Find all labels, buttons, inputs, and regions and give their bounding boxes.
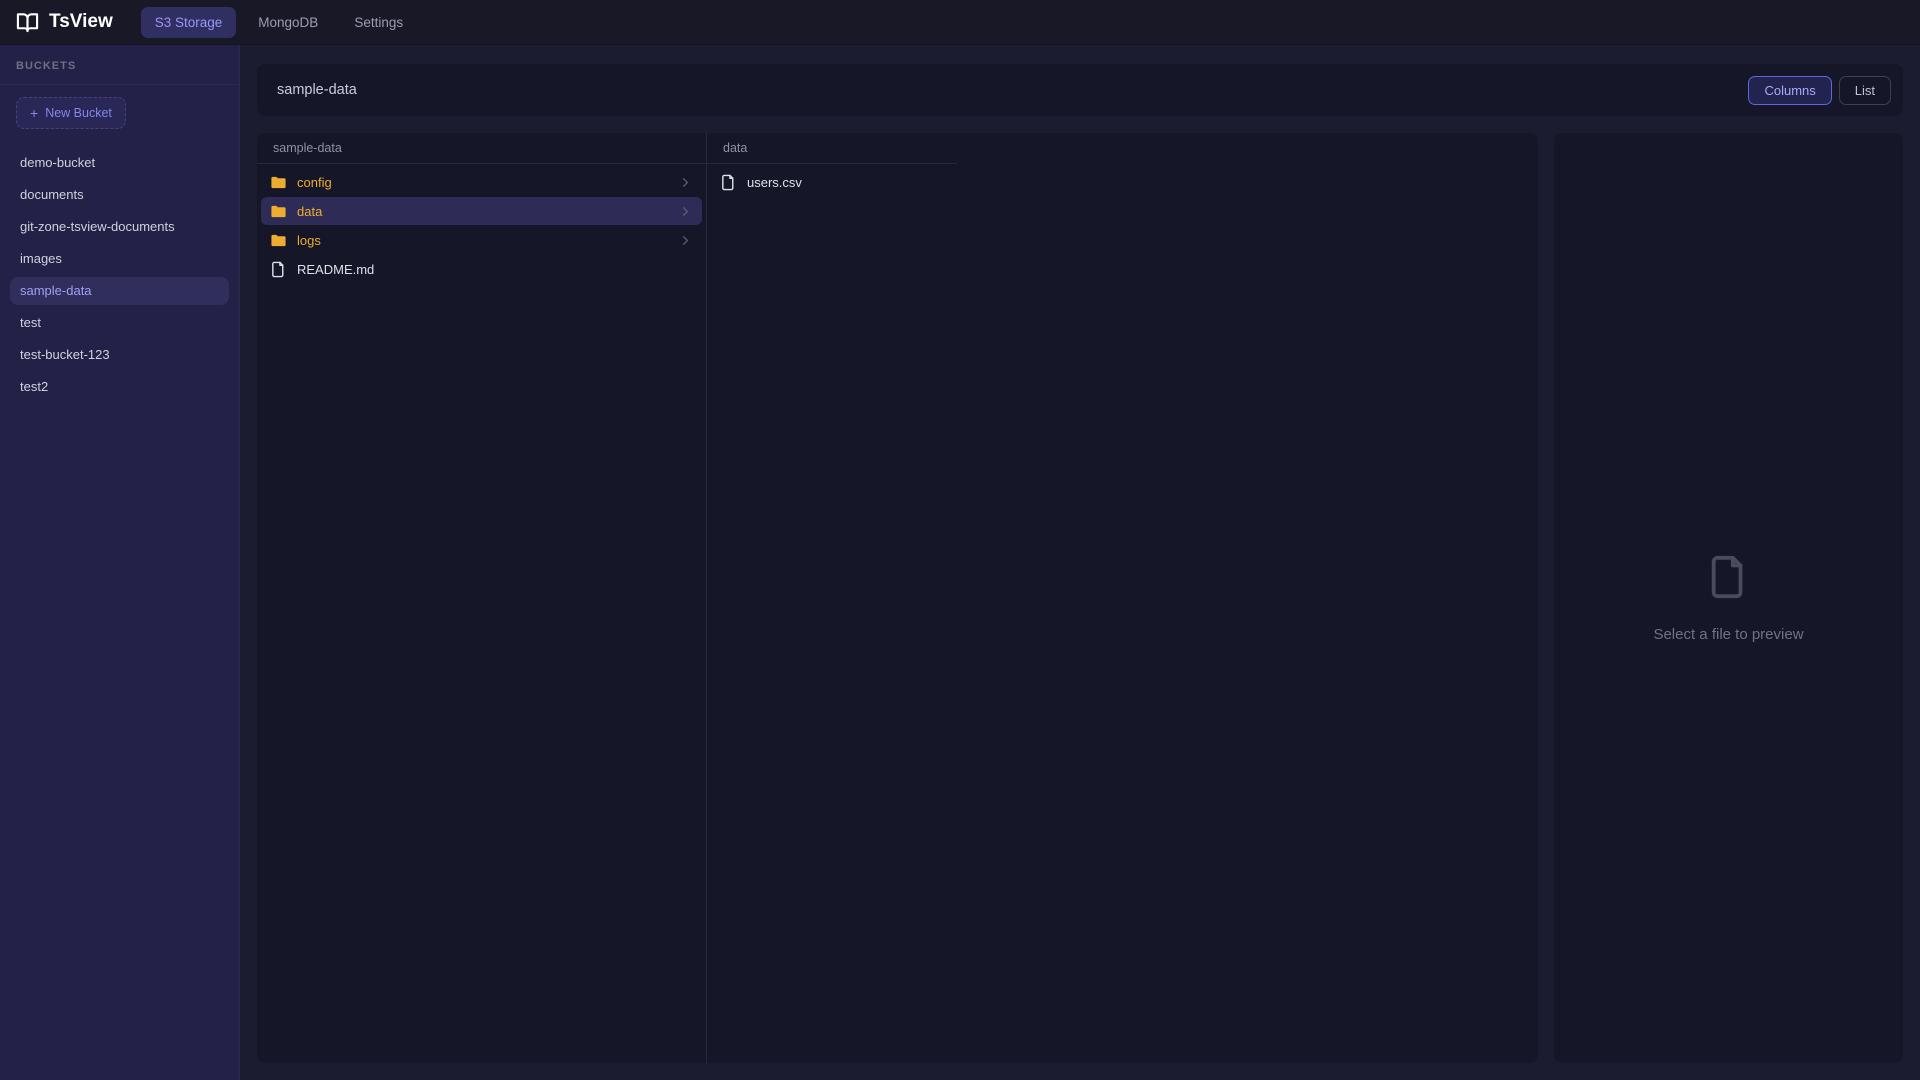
bucket-item-test[interactable]: test	[20, 315, 41, 330]
chevron-right-icon	[678, 204, 693, 219]
entry-users-csv[interactable]: users.csv	[711, 168, 953, 196]
content-header: sample-data Columns List	[257, 64, 1903, 116]
view-toggle: Columns List	[1748, 75, 1891, 105]
entry-config[interactable]: config	[261, 168, 702, 196]
buckets-heading: BUCKETS	[0, 45, 239, 85]
miller-column-data: data users.csv	[707, 133, 957, 1063]
tab-mongodb[interactable]: MongoDB	[244, 7, 332, 38]
entry-label: data	[297, 203, 323, 219]
columns-view-button[interactable]: Columns	[1748, 75, 1832, 105]
entry-label: README.md	[297, 261, 375, 277]
file-icon	[720, 174, 737, 191]
entry-data[interactable]: data	[261, 197, 702, 225]
miller-columns: sample-data config data logs README.md data us…	[257, 133, 1538, 1063]
miller-column-sample-data: sample-data config data logs README.md	[257, 133, 707, 1063]
entry-label: logs	[297, 232, 321, 248]
new-bucket-button[interactable]: + New Bucket	[16, 97, 126, 129]
entry-label: config	[297, 174, 332, 190]
folder-icon	[270, 174, 287, 191]
top-navbar: TsView S3 Storage MongoDB Settings	[0, 0, 1920, 45]
bucket-item-git-zone-tsview-documents[interactable]: git-zone-tsview-documents	[20, 219, 175, 234]
content-row: sample-data config data logs README.md data us…	[257, 133, 1903, 1063]
chevron-right-icon	[678, 175, 693, 190]
list-view-button[interactable]: List	[1838, 75, 1891, 105]
app-title: TsView	[49, 11, 113, 32]
buckets-sidebar: BUCKETS + New Bucket demo-bucket document…	[0, 45, 240, 1080]
tab-s3-storage[interactable]: S3 Storage	[140, 6, 237, 38]
book-open-icon	[16, 11, 39, 34]
bucket-item-documents[interactable]: documents	[20, 187, 84, 202]
column-items: users.csv	[707, 164, 957, 201]
tab-settings[interactable]: Settings	[340, 7, 417, 38]
bucket-item-sample-data[interactable]: sample-data	[10, 277, 229, 305]
preview-panel: Select a file to preview	[1554, 133, 1903, 1063]
file-icon	[1706, 554, 1752, 600]
folder-icon	[270, 232, 287, 249]
main-nav-tabs: S3 Storage MongoDB Settings	[140, 6, 417, 38]
chevron-right-icon	[678, 233, 693, 248]
entry-label: users.csv	[747, 174, 802, 190]
entry-readme-md[interactable]: README.md	[261, 255, 702, 283]
page-title: sample-data	[277, 82, 357, 98]
folder-icon	[270, 203, 287, 220]
bucket-item-test-bucket-123[interactable]: test-bucket-123	[20, 347, 110, 362]
bucket-list: demo-bucket documents git-zone-tsview-docu…	[0, 149, 239, 401]
preview-placeholder: Select a file to preview	[1653, 625, 1804, 643]
column-header: sample-data	[257, 133, 706, 164]
bucket-item-images[interactable]: images	[20, 251, 62, 266]
file-icon	[270, 261, 287, 278]
column-header: data	[707, 133, 957, 164]
bucket-item-demo-bucket[interactable]: demo-bucket	[20, 155, 96, 170]
plus-icon: +	[30, 105, 39, 121]
new-bucket-label: New Bucket	[45, 106, 112, 120]
entry-logs[interactable]: logs	[261, 226, 702, 254]
main-content: sample-data Columns List sample-data confi…	[240, 45, 1920, 1080]
app-logo: TsView	[16, 11, 113, 34]
bucket-item-test2[interactable]: test2	[20, 379, 49, 394]
column-items: config data logs README.md	[257, 164, 706, 288]
